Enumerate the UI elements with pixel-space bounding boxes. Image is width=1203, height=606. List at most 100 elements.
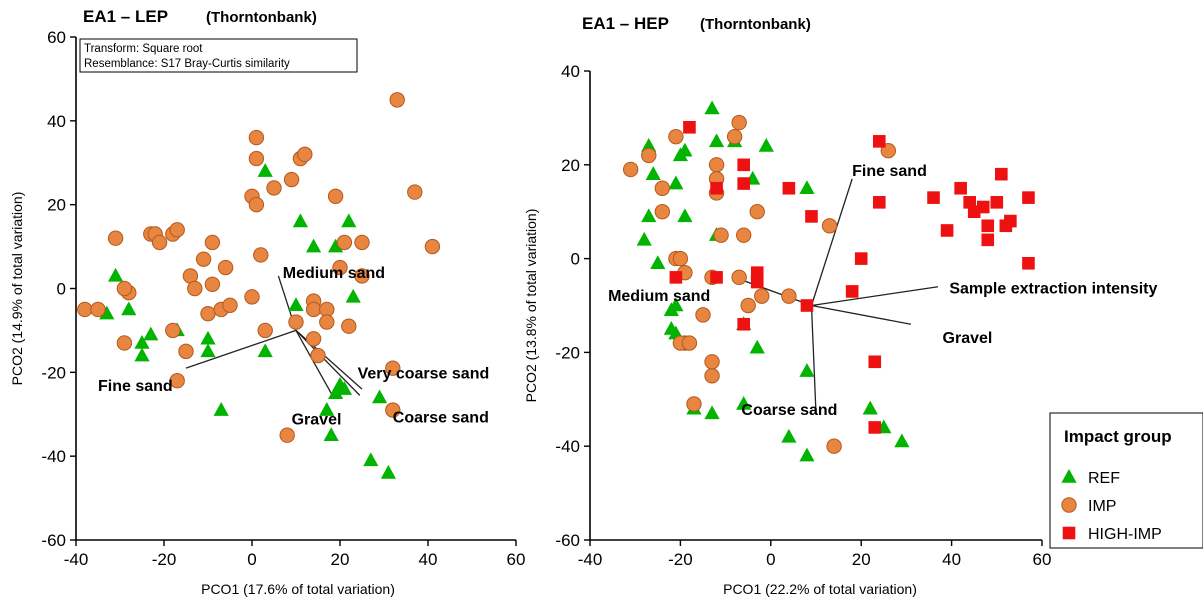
- point-ref: [99, 305, 115, 320]
- vector-line: [295, 329, 363, 390]
- point-imp: [107, 230, 124, 246]
- point-imp: [297, 146, 313, 163]
- point-ref: [108, 267, 124, 282]
- point-high-imp: [800, 299, 814, 312]
- point-ref: [677, 208, 693, 223]
- y-tick-label: -40: [41, 447, 66, 466]
- point-imp: [204, 276, 221, 293]
- x-tick-label: 60: [507, 550, 526, 569]
- point-ref: [862, 400, 878, 415]
- point-ref: [323, 427, 339, 441]
- vector-label: Fine sand: [852, 163, 927, 180]
- point-ref: [708, 133, 725, 148]
- y-tick-label: 40: [561, 62, 580, 81]
- y-tick-label: 0: [571, 250, 580, 269]
- x-tick-label: 0: [247, 550, 256, 569]
- point-imp: [385, 402, 401, 418]
- point-ref: [319, 402, 335, 416]
- x-tick-label: -20: [668, 550, 693, 569]
- point-ref: [328, 385, 344, 400]
- y-tick-label: 20: [561, 156, 580, 175]
- point-imp: [305, 331, 322, 347]
- legend-title: Impact group: [1064, 427, 1172, 446]
- point-imp: [668, 128, 684, 145]
- point-imp: [735, 227, 752, 243]
- point-imp: [731, 269, 747, 286]
- point-ref: [650, 255, 666, 270]
- x-axis-label: PCO1 (17.6% of total variation): [201, 581, 395, 597]
- x-tick-label: 60: [1033, 550, 1052, 569]
- point-imp: [622, 161, 639, 178]
- point-imp: [151, 234, 168, 251]
- point-imp: [266, 180, 282, 196]
- point-imp: [310, 347, 326, 364]
- point-imp: [424, 238, 441, 255]
- point-imp: [407, 184, 423, 200]
- point-high-imp: [737, 317, 750, 331]
- point-imp: [826, 438, 842, 454]
- chart-title: EA1 – HEP: [582, 14, 669, 33]
- point-imp: [654, 204, 671, 220]
- pco-panel-2: EA1 – HEP (Thorntonbank)-60-40-2002040-40…: [523, 14, 1203, 597]
- point-ref: [894, 433, 910, 448]
- point-imp: [279, 427, 295, 443]
- vector-label: Gravel: [292, 412, 342, 429]
- point-ref: [363, 452, 379, 467]
- point-imp: [354, 234, 370, 251]
- point-ref: [200, 343, 216, 358]
- point-imp: [327, 188, 344, 204]
- x-tick-label: 20: [331, 550, 350, 569]
- point-ref: [121, 301, 137, 316]
- vector-label: Coarse sand: [393, 410, 489, 427]
- point-ref: [758, 138, 774, 152]
- vector-label: Sample extraction intensity: [949, 280, 1157, 297]
- point-imp: [283, 171, 300, 188]
- point-imp: [332, 259, 348, 276]
- point-high-imp: [940, 224, 954, 237]
- point-ref: [288, 297, 304, 312]
- point-imp: [704, 354, 720, 370]
- point-imp: [165, 322, 181, 339]
- point-ref: [134, 334, 150, 349]
- vector-line: [810, 305, 817, 414]
- point-ref: [292, 213, 308, 228]
- vector-line: [185, 329, 297, 369]
- point-imp: [704, 368, 720, 384]
- x-tick-label: 40: [942, 550, 961, 569]
- legend-marker-high-imp: [1062, 526, 1076, 540]
- point-imp: [187, 280, 203, 297]
- point-ref: [677, 142, 693, 157]
- point-imp: [244, 289, 260, 305]
- point-imp: [695, 307, 711, 323]
- point-imp: [319, 314, 335, 330]
- point-ref: [306, 238, 322, 253]
- point-imp: [672, 250, 689, 267]
- point-high-imp: [683, 120, 696, 134]
- point-imp: [217, 259, 234, 276]
- point-ref: [143, 326, 159, 341]
- point-high-imp: [854, 252, 868, 265]
- point-imp: [248, 129, 265, 146]
- point-imp: [253, 247, 269, 263]
- point-imp: [821, 218, 838, 234]
- point-imp: [116, 335, 133, 351]
- legend-box: [1049, 412, 1203, 549]
- point-ref: [332, 376, 348, 391]
- y-axis-label: PCO2 (14.9% of total variation): [9, 192, 25, 386]
- info-box-line: Transform: Square root: [84, 43, 203, 55]
- point-ref: [645, 166, 661, 180]
- x-tick-label: -40: [64, 550, 89, 569]
- point-high-imp: [868, 355, 882, 369]
- point-imp: [754, 288, 770, 304]
- data-points: [622, 100, 1035, 462]
- point-ref: [213, 402, 229, 416]
- point-high-imp: [981, 233, 995, 247]
- point-imp: [740, 297, 756, 314]
- point-imp: [116, 280, 133, 297]
- point-ref: [799, 447, 815, 462]
- point-ref: [704, 405, 720, 420]
- point-imp: [200, 305, 216, 322]
- point-high-imp: [981, 219, 995, 233]
